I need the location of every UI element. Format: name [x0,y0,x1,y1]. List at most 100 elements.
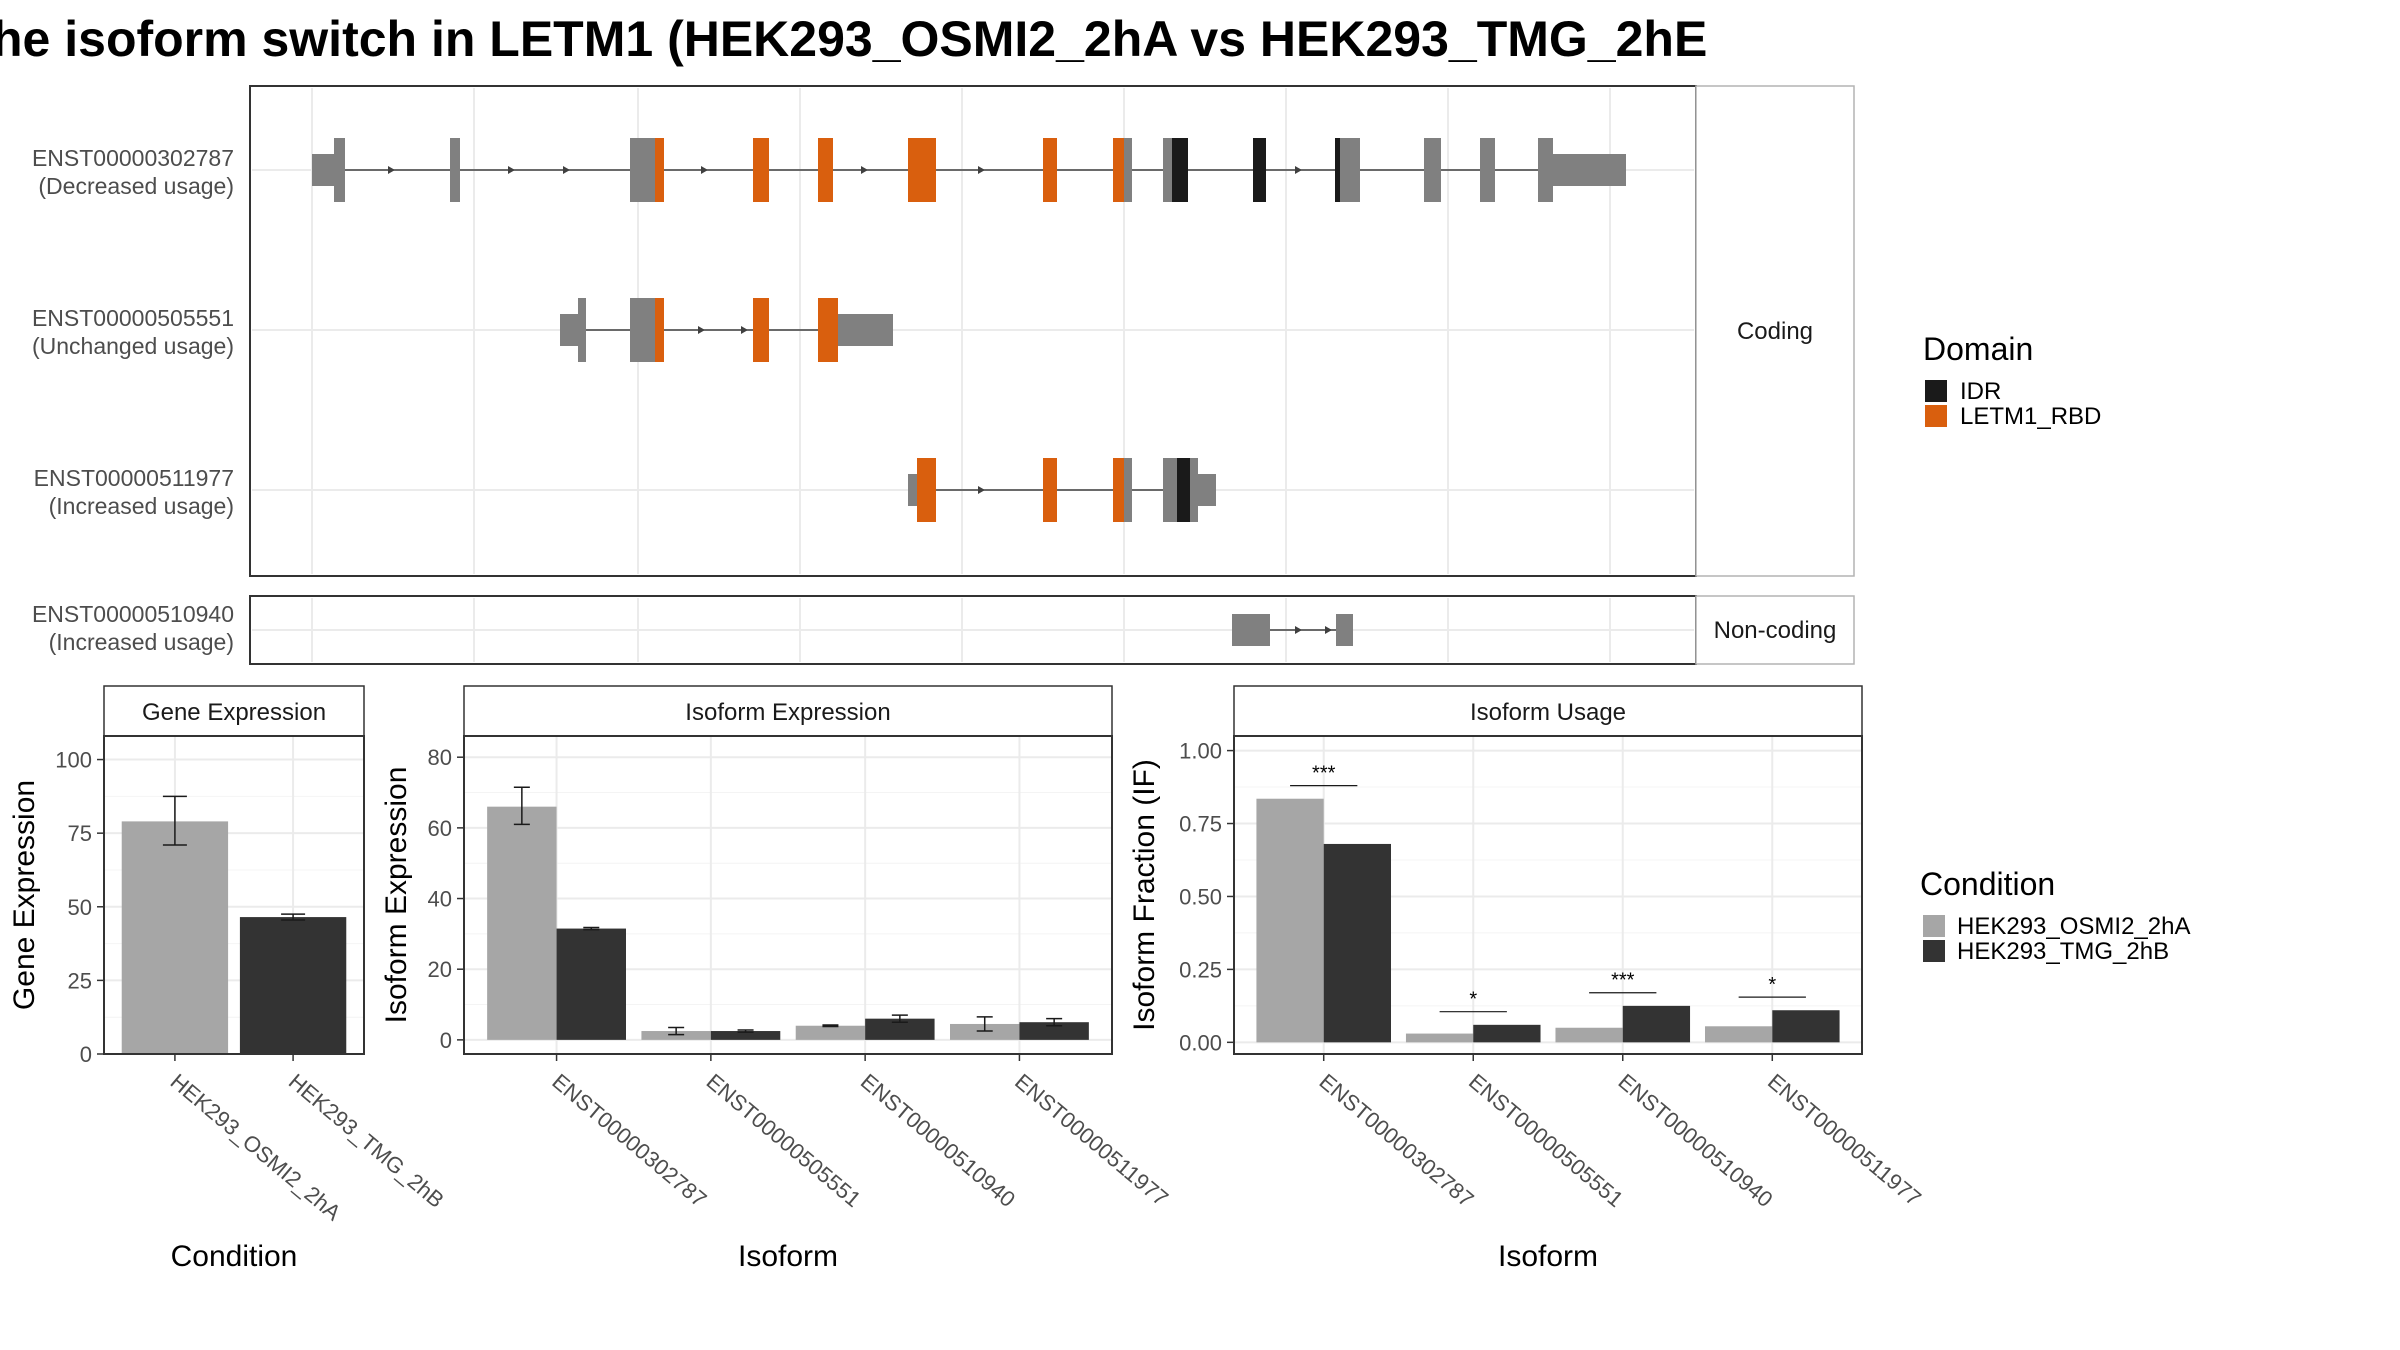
isoform-expression-xlabel: Isoform [738,1240,838,1273]
intron-arrow-1-4 [861,166,868,174]
exon-3-8 [1198,474,1216,506]
exon-3-1-letm1-rbd [917,458,936,522]
exon-3-7 [1190,458,1198,522]
isoform-expression-strip-label: Isoform Expression [685,699,890,726]
gene-expression-strip-label: Gene Expression [142,699,326,726]
transcript-label-3-usage: (Increased usage) [49,493,234,519]
ytick-label-4: 100 [55,748,92,773]
legend-label-idr: IDR [1960,378,2001,405]
ytick-label-0: 0.00 [1179,1030,1222,1055]
intron-arrow-1-2 [563,166,570,174]
ytick-label-4: 80 [428,745,452,770]
significance-label-3: * [1768,974,1776,996]
significance-label-0: *** [1312,763,1336,785]
ytick-label-1: 0.25 [1179,957,1222,982]
errorbar-HEK293_TMG_2hB [281,913,306,921]
isoform-expression-ylabel: Isoform Expression [380,767,413,1024]
exon-2-4-letm1-rbd [753,298,769,362]
exon-1-12-idr [1172,138,1188,202]
bar-ENST00000511977-s2 [1772,1010,1840,1043]
legend-label-letm1-rbd: LETM1_RBD [1960,403,2101,430]
bar-ENST00000505551-s1 [1405,1033,1474,1043]
transcript-label-2-usage: (Unchanged usage) [32,333,234,359]
coding-strip [1695,85,1855,577]
bar-ENST00000510940-s2 [1622,1005,1691,1043]
isoform-expression-plot-border [463,735,1113,1055]
transcript-label-2-id: ENST00000505551 [32,305,234,331]
bar-ENST00000510940-s2 [865,1018,935,1040]
gene-expression-ylabel: Gene Expression [8,780,41,1010]
exon-2-5-letm1-rbd [818,298,838,362]
exon-3-2-letm1-rbd [1043,458,1057,522]
bar-HEK293_OSMI2_2hA [121,821,229,1054]
isoform-expression-plot [464,736,1112,1054]
isoform-usage-panel: Isoform Usage ******* * Isoform Fraction … [1128,685,1926,1273]
isoform-usage-plot: ******* * [1234,736,1862,1054]
transcript-label-1-id: ENST00000302787 [32,145,234,171]
xtick-label-1: ENST00000505551 [702,1069,866,1212]
exon-2-1 [578,298,586,362]
bar-ENST00000505551-s2 [1473,1024,1541,1043]
intron-arrow-2-1 [741,326,748,334]
gene-expression-strip [103,685,365,737]
exon-2-2 [630,298,655,362]
transcript-label-4-id: ENST00000510940 [32,601,234,627]
exon-1-0 [312,154,334,186]
isoform-usage-strip-label: Isoform Usage [1470,699,1626,726]
errorbar-ENST00000511977-s1 [976,1016,993,1032]
bar-ENST00000302787-s2 [556,928,626,1040]
bar-ENST00000302787-s1 [487,806,557,1040]
exon-1-17 [1480,138,1495,202]
intron-arrow-1-8 [1295,166,1302,174]
exon-1-18 [1538,138,1553,202]
xtick-label-2: ENST00000510940 [1614,1069,1778,1212]
exon-1-2 [450,138,460,202]
intron-arrow-2-0 [698,326,705,334]
errorbar-ENST00000510940-s2 [891,1014,908,1023]
transcript-label-3-id: ENST00000511977 [34,465,234,491]
exon-1-11 [1163,138,1172,202]
isoform-usage-plot-border [1233,735,1863,1055]
bar-ENST00000510940-s1 [1555,1027,1623,1043]
bar-ENST00000302787-s1 [1256,798,1324,1043]
intron-arrow-4-0 [1295,626,1302,634]
xtick-label-2: ENST00000510940 [856,1069,1020,1212]
figure-title: he isoform switch in LETM1 (HEK293_OSMI2… [0,11,1707,67]
noncoding-strip [1695,595,1855,665]
gene-expression-plot [104,736,364,1055]
domain-legend-title: Domain [1923,331,2033,367]
exon-2-6 [838,314,893,346]
exon-1-19 [1553,154,1626,186]
transcript-label-4-usage: (Increased usage) [49,629,234,655]
gene-expression-xlabel: Condition [171,1240,298,1273]
legend-swatch-idr [1925,380,1947,402]
exon-1-7-letm1-rbd [908,138,936,202]
errorbar-ENST00000302787-s1 [513,786,530,826]
structure-noncoding-panel: Non-coding [249,595,1855,665]
exon-3-5 [1163,458,1177,522]
xtick-label-1: ENST00000505551 [1464,1069,1628,1212]
gene-expression-plot-border [103,735,365,1055]
exon-4-0 [1232,614,1270,646]
bar-ENST00000505551-s2 [710,1031,781,1040]
significance-label-2: *** [1611,970,1635,992]
exon-3-3-letm1-rbd [1113,458,1124,522]
intron-arrow-4-1 [1325,626,1332,634]
ytick-label-0: 0 [440,1028,452,1053]
legend-label-cond1: HEK293_OSMI2_2hA [1957,913,2190,940]
xtick-label-0: ENST00000302787 [1315,1069,1479,1212]
exon-1-3 [630,138,655,202]
bar-ENST00000302787-s2 [1323,843,1391,1043]
exon-3-4 [1124,458,1132,522]
ytick-label-2: 40 [428,887,452,912]
errorbar-ENST00000302787-s2 [583,926,600,931]
ytick-label-3: 75 [68,821,92,846]
noncoding-transcripts [1232,614,1353,646]
xtick-label-3: ENST00000511977 [1010,1069,1173,1211]
errorbar-ENST00000510940-s1 [822,1024,839,1028]
intron-arrow-3-0 [978,486,985,494]
errorbar-ENST00000505551-s2 [737,1029,754,1033]
domain-legend: Domain IDR LETM1_RBD [1923,331,2101,430]
xtick-label-0: ENST00000302787 [547,1069,711,1212]
